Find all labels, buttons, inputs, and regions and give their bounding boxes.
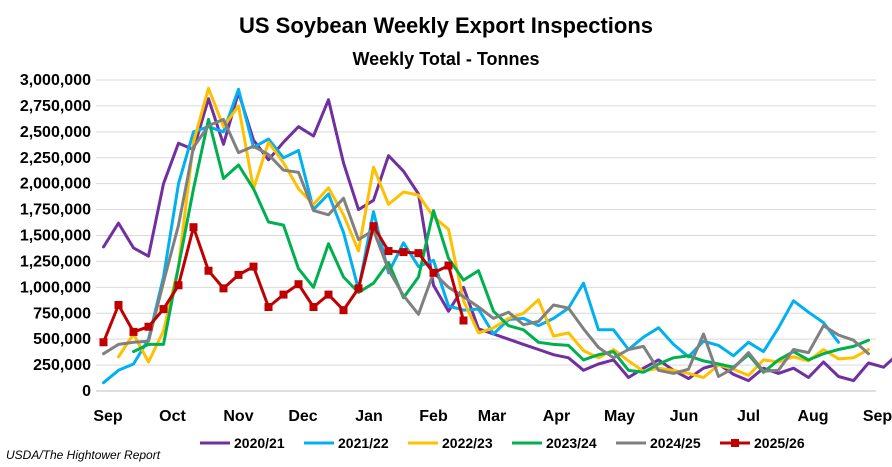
data-point-marker	[189, 223, 198, 232]
legend-label: 2022/23	[442, 435, 493, 451]
series-line	[102, 117, 870, 378]
legend-item: 2020/21	[200, 435, 285, 451]
x-tick-label: Sep	[93, 408, 123, 425]
legend-item: 2022/23	[408, 435, 493, 451]
x-tick-label: Oct	[159, 408, 186, 425]
data-point-marker	[264, 303, 273, 312]
data-point-marker	[294, 280, 303, 289]
y-tick-label: 0	[82, 383, 91, 400]
y-tick-label: 250,000	[33, 357, 91, 374]
legend-label: 2021/22	[338, 435, 389, 451]
data-point-marker	[174, 281, 183, 290]
y-tick-label: 2,750,000	[20, 98, 91, 115]
gridlines	[96, 79, 876, 366]
y-tick-label: 500,000	[33, 331, 91, 348]
x-tick-label: Sep	[863, 408, 892, 425]
x-tick-label: Nov	[223, 408, 253, 425]
y-tick-label: 1,250,000	[20, 253, 91, 270]
series-2024-25	[102, 117, 870, 378]
data-point-marker	[309, 303, 318, 312]
data-point-marker	[219, 284, 228, 293]
data-point-marker	[204, 266, 213, 275]
data-point-marker	[414, 249, 423, 258]
x-tick-label: Jul	[737, 408, 760, 425]
series-2022-23	[117, 86, 870, 379]
legend-item: 2025/26	[720, 435, 805, 451]
data-point-marker	[324, 290, 333, 299]
series-2025-26	[99, 222, 468, 347]
x-tick-label: Dec	[288, 408, 317, 425]
legend-item: 2024/25	[616, 435, 701, 451]
data-point-marker	[444, 261, 453, 270]
data-point-marker	[339, 306, 348, 315]
data-point-marker	[279, 290, 288, 299]
y-tick-label: 1,750,000	[20, 202, 91, 219]
data-point-marker	[114, 300, 123, 309]
data-point-marker	[144, 322, 153, 331]
data-point-marker	[99, 338, 108, 347]
data-point-marker	[159, 305, 168, 314]
data-point-marker	[249, 262, 258, 271]
data-point-marker	[354, 284, 363, 293]
data-point-marker	[384, 247, 393, 256]
data-point-marker	[399, 248, 408, 257]
legend: 2020/21 2021/22 2022/23 2023/24 2024/25 2025/…	[200, 435, 805, 451]
legend-marker	[731, 439, 739, 447]
y-tick-label: 2,250,000	[20, 150, 91, 167]
x-axis-tick-labels: Sep Oct Nov Dec Jan Feb Mar Apr May Jun Jul Aug Sep	[93, 408, 892, 425]
x-tick-label: Mar	[478, 408, 506, 425]
y-tick-label: 1,500,000	[20, 228, 91, 245]
y-axis-tick-labels: 0 250,000 500,000 750,000 1,000,000 1,250,000…	[20, 72, 91, 400]
source-note: USDA/The Hightower Report	[6, 448, 161, 462]
y-tick-label: 3,000,000	[20, 72, 91, 89]
series-lines	[99, 86, 892, 385]
series-line	[117, 86, 870, 379]
legend-item: 2021/22	[304, 435, 389, 451]
legend-item: 2023/24	[512, 435, 597, 451]
data-point-marker	[369, 222, 378, 231]
x-tick-label: Jan	[355, 408, 383, 425]
x-tick-label: May	[604, 408, 635, 425]
chart-title: US Soybean Weekly Export Inspections	[239, 13, 653, 38]
chart-subtitle: Weekly Total - Tonnes	[352, 49, 539, 69]
legend-label: 2020/21	[234, 435, 285, 451]
legend-label: 2025/26	[754, 435, 805, 451]
x-tick-label: Aug	[797, 408, 828, 425]
data-point-marker	[129, 327, 138, 336]
data-point-marker	[459, 316, 468, 325]
y-tick-label: 750,000	[33, 305, 91, 322]
legend-label: 2023/24	[546, 435, 597, 451]
data-point-marker	[429, 268, 438, 277]
y-tick-label: 2,500,000	[20, 124, 91, 141]
x-tick-label: Feb	[419, 408, 448, 425]
x-tick-label: Jun	[670, 408, 698, 425]
y-tick-label: 1,000,000	[20, 279, 91, 296]
x-tick-label: Apr	[543, 408, 571, 425]
legend-label: 2024/25	[650, 435, 701, 451]
data-point-marker	[234, 270, 243, 279]
y-tick-label: 2,000,000	[20, 176, 91, 193]
